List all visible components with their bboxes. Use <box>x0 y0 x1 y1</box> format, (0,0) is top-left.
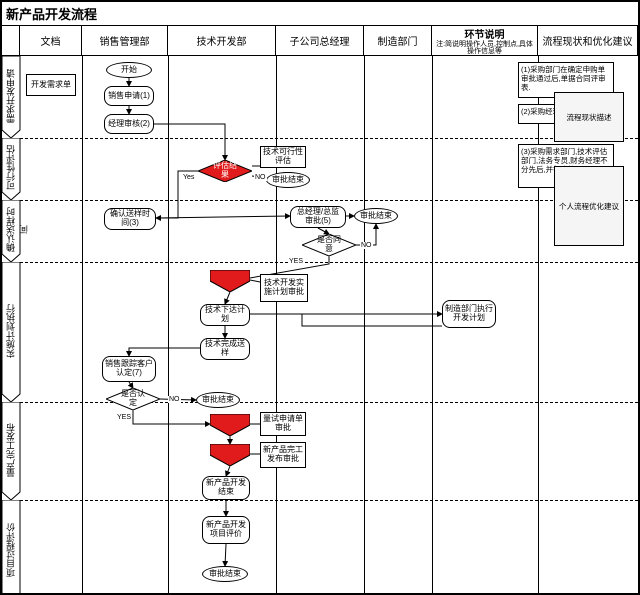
phase-divider <box>20 500 638 501</box>
edge-label-no3: NO <box>168 396 181 403</box>
edge-label-no2: NO <box>360 242 373 249</box>
node-salesApply: 销售申请(1) <box>104 86 154 106</box>
lane-header-sales: 销售管理部 <box>82 26 168 55</box>
lane-header-notes: 环节说明注:简说明操作人员,控制点,具体操作信息等 <box>432 26 538 55</box>
red-arrow-redMass2 <box>210 444 250 466</box>
lane-divider <box>82 56 83 595</box>
node-newProdEnd: 新产品开发结束 <box>202 476 250 500</box>
edge-label-yes2: YES <box>288 258 304 265</box>
phase-label-p6: 项目过程评价 <box>4 504 18 595</box>
node-massApply: 量试申请单审批 <box>260 412 306 436</box>
lane-header-tech: 技术开发部 <box>168 26 276 55</box>
note-opt1: 流程现状描述 <box>554 92 624 142</box>
swimlane-body: 需求开发申请可行性评估确认送样时间实施计划执行量产完工发布项目过程评价 开发需求单… <box>2 56 638 595</box>
node-confirmSample: 确认送样时间(3) <box>104 208 156 230</box>
node-reviewEnd3: 审批结束 <box>196 392 240 408</box>
flowchart-page: 新产品开发流程 文档销售管理部技术开发部子公司总经理制造部门环节说明注:简说明操… <box>0 0 640 595</box>
phase-divider <box>20 138 638 139</box>
edge-label-yes3: YES <box>116 414 132 421</box>
connector-layer <box>2 56 638 595</box>
node-techDone: 技术完成送样 <box>200 338 250 360</box>
node-techIssue: 技术下达计划 <box>200 304 250 326</box>
page-title: 新产品开发流程 <box>2 2 638 26</box>
node-finalEnd: 审批结束 <box>202 566 248 582</box>
lane-header-row: 文档销售管理部技术开发部子公司总经理制造部门环节说明注:简说明操作人员,控制点,… <box>2 26 638 56</box>
lane-divider <box>432 56 433 595</box>
edge-label-no1: NO <box>254 174 267 181</box>
lane-divider <box>276 56 277 595</box>
lane-header-opt: 流程现状和优化建议 <box>538 26 638 55</box>
lane-header-doc: 文档 <box>20 26 82 55</box>
lane-divider <box>538 56 539 595</box>
red-arrow-redMass1 <box>210 414 250 436</box>
phase-label-p2: 可行性评估 <box>4 142 18 194</box>
node-salesTrack: 销售跟踪客户认定(7) <box>102 356 156 382</box>
phase-label-p5: 量产完工发布 <box>4 406 18 494</box>
node-mfgExec: 制造部门执行开发计划 <box>442 300 496 328</box>
node-newProdDone: 新产品完工发布审批 <box>260 442 306 468</box>
decision-evalResult: 评估结果 <box>198 160 252 182</box>
phase-divider <box>20 262 638 263</box>
phase-label-p4: 实施计划执行 <box>4 266 18 396</box>
node-reviewEnd1: 审批结束 <box>266 172 310 188</box>
edge-label-yes1: Yes <box>182 174 195 181</box>
phase-label-p3: 确认送样时间 <box>4 204 18 256</box>
node-doc1: 开发需求单 <box>26 74 76 96</box>
lane-header-subgm: 子公司总经理 <box>276 26 364 55</box>
node-techFeas: 技术可行性评估 <box>260 146 306 168</box>
node-projEval: 新产品开发项目评价 <box>202 516 250 544</box>
node-techPlanRev: 技术开发实施计划审批 <box>260 274 308 302</box>
node-mgrReview: 经理审核(2) <box>104 114 154 134</box>
lane-divider <box>168 56 169 595</box>
lane-divider <box>364 56 365 595</box>
lane-header-mfg: 制造部门 <box>364 26 432 55</box>
node-reviewEnd2: 审批结束 <box>354 208 398 224</box>
note-opt2: 个人流程优化建议 <box>554 166 624 246</box>
red-arrow-redPlan <box>210 270 250 292</box>
phase-divider <box>20 200 638 201</box>
node-start: 开始 <box>106 62 152 78</box>
phase-column-header <box>2 26 20 55</box>
phase-label-p1: 需求开发申请 <box>4 60 18 132</box>
decision-agreeQ: 是否同意 <box>302 234 356 256</box>
node-gmReview: 总经理/总监审批(5) <box>290 206 346 228</box>
decision-approvedQ: 是否认定 <box>106 388 160 410</box>
